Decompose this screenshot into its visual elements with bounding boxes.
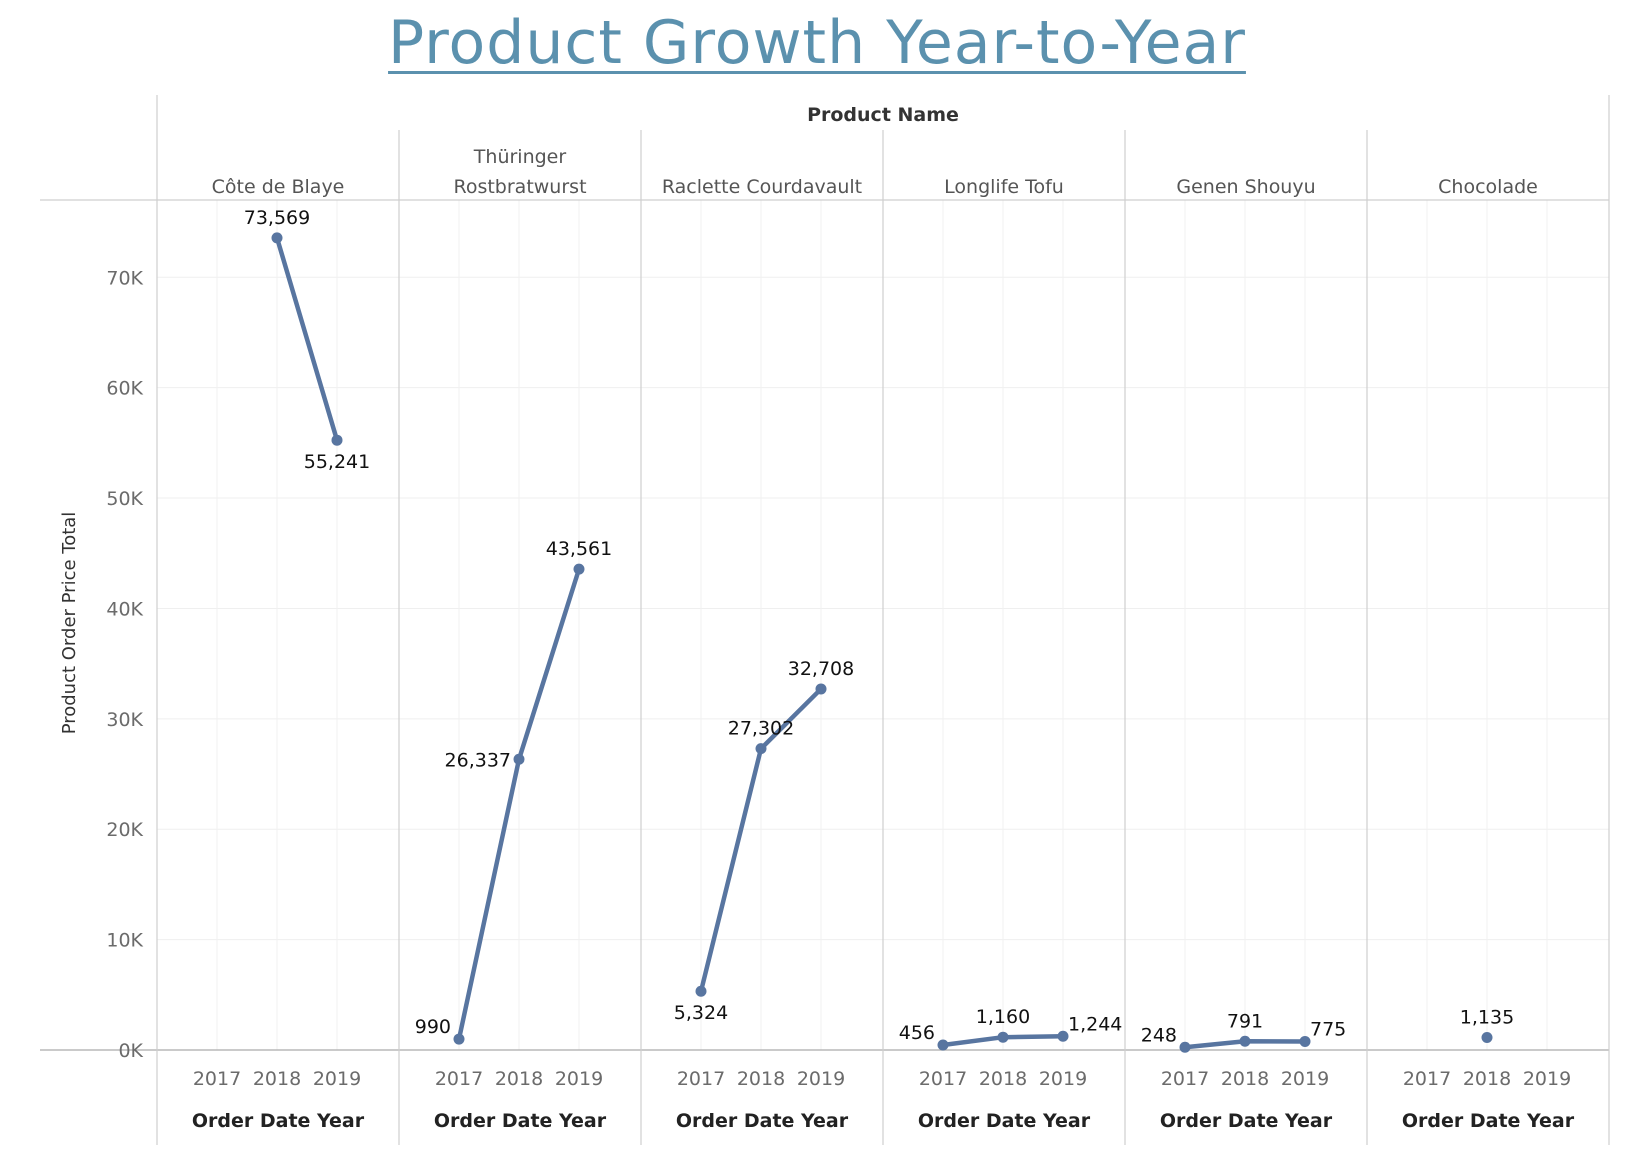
data-label: 1,160 (976, 1006, 1030, 1028)
data-label: 456 (899, 1022, 935, 1044)
x-tick-label: 2017 (193, 1068, 241, 1090)
y-tick-label: 0K (118, 1040, 143, 1062)
panel-header-label: Raclette Courdavault (662, 176, 862, 198)
x-tick-label: 2019 (797, 1068, 845, 1090)
data-point (695, 985, 707, 997)
x-tick-label: 2019 (1039, 1068, 1087, 1090)
x-tick-label: 2018 (1221, 1068, 1269, 1090)
data-point (1057, 1030, 1069, 1042)
y-tick-label: 40K (106, 598, 143, 620)
x-axis-title: Order Date Year (1402, 1110, 1575, 1132)
line-layer (271, 232, 1493, 1053)
x-tick-label: 2019 (555, 1068, 603, 1090)
y-tick-label: 20K (106, 819, 143, 841)
data-label: 1,135 (1460, 1006, 1514, 1028)
panel-header-label: Longlife Tofu (944, 176, 1064, 198)
data-label: 27,302 (728, 718, 794, 740)
y-tick-label: 60K (106, 378, 143, 400)
data-point (755, 743, 767, 755)
data-label: 791 (1227, 1010, 1263, 1032)
x-axis-title: Order Date Year (434, 1110, 607, 1132)
x-tick-label: 2019 (313, 1068, 361, 1090)
data-point (1299, 1035, 1311, 1047)
data-point (271, 232, 283, 244)
x-axis-title: Order Date Year (676, 1110, 849, 1132)
series-line (274, 235, 340, 443)
x-tick-label: 2017 (435, 1068, 483, 1090)
x-tick-label: 2018 (979, 1068, 1027, 1090)
data-label: 775 (1310, 1018, 1346, 1040)
axis-layer: 0K 10K 20K 30K 40K 50K 60K 70K Product Order Pri… (59, 267, 1575, 1132)
x-tick-label: 2019 (1523, 1068, 1571, 1090)
data-label: 55,241 (304, 451, 370, 473)
panel-header-label: Côte de Blaye (212, 176, 345, 198)
x-tick-label: 2017 (1403, 1068, 1451, 1090)
data-point (573, 563, 585, 575)
data-label: 990 (415, 1016, 451, 1038)
label-layer: 73,569 55,241 990 26,337 43,561 5,324 27,302 32… (244, 207, 1514, 1046)
panel-header-label: Chocolade (1438, 176, 1538, 198)
x-axis-title: Order Date Year (1160, 1110, 1333, 1132)
data-label: 73,569 (244, 207, 310, 229)
data-point (453, 1033, 465, 1045)
column-header: Product Name (807, 104, 959, 126)
data-label: 1,244 (1068, 1013, 1122, 1035)
data-label: 32,708 (788, 658, 854, 680)
data-point (1239, 1035, 1251, 1047)
data-label: 248 (1141, 1024, 1177, 1046)
x-tick-label: 2018 (253, 1068, 301, 1090)
data-point (937, 1039, 949, 1051)
frame-layer (40, 95, 1610, 1145)
x-tick-label: 2018 (495, 1068, 543, 1090)
data-label: 43,561 (546, 538, 612, 560)
data-point (331, 434, 343, 446)
data-label: 26,337 (445, 749, 511, 771)
x-tick-label: 2018 (1463, 1068, 1511, 1090)
y-tick-label: 50K (106, 488, 143, 510)
panel-header-label: Rostbratwurst (453, 176, 586, 198)
panel-header-label: Thüringer (473, 146, 567, 168)
x-axis-title: Order Date Year (918, 1110, 1091, 1132)
x-tick-label: 2019 (1281, 1068, 1329, 1090)
y-axis-title: Product Order Price Total (59, 512, 80, 735)
chart-title: Product Growth Year-to-Year (388, 8, 1246, 78)
x-tick-label: 2017 (677, 1068, 725, 1090)
x-tick-label: 2017 (1161, 1068, 1209, 1090)
y-tick-label: 70K (106, 267, 143, 289)
x-tick-label: 2017 (919, 1068, 967, 1090)
data-point (815, 683, 827, 695)
panel-header-label: Genen Shouyu (1176, 176, 1315, 198)
y-tick-label: 30K (106, 709, 143, 731)
x-tick-label: 2018 (737, 1068, 785, 1090)
y-tick-label: 10K (106, 930, 143, 952)
data-point (1481, 1031, 1493, 1043)
data-point (997, 1031, 1009, 1043)
header-layer: Product Name Côte de Blaye Thüringer Rostbr… (212, 104, 1538, 198)
data-point (513, 753, 525, 765)
x-axis-title: Order Date Year (192, 1110, 365, 1132)
data-label: 5,324 (674, 1002, 728, 1024)
data-point (1179, 1041, 1191, 1053)
